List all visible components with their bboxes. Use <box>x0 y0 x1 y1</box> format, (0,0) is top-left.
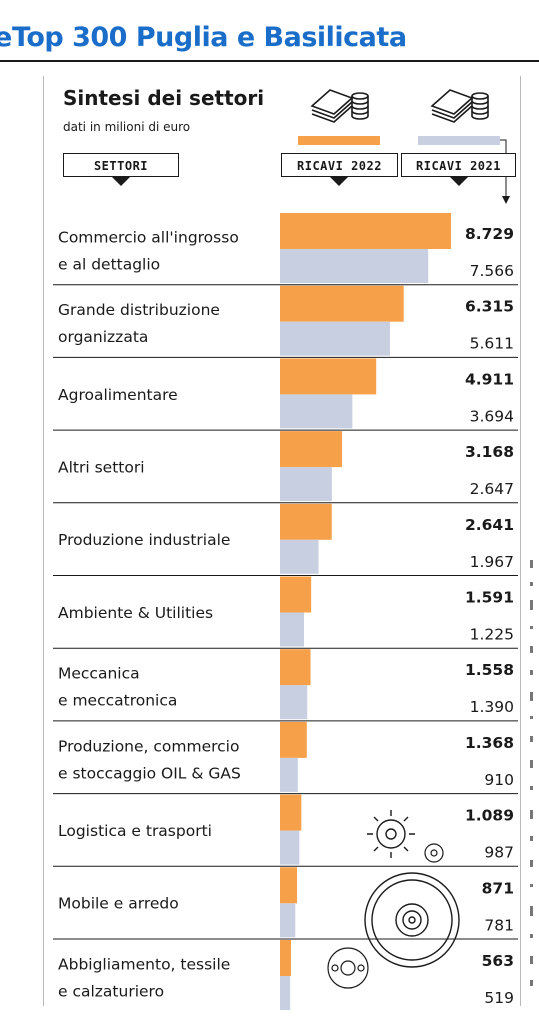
category-label: Abbigliamento, tessile <box>58 955 230 973</box>
gear-icon <box>327 947 369 989</box>
bar-2022 <box>280 940 292 976</box>
category-label: e calzaturiero <box>58 982 164 1000</box>
bar-2022 <box>280 649 311 686</box>
value-label-2021: 1.390 <box>470 698 514 716</box>
value-label-2022: 871 <box>482 879 514 897</box>
value-label-2021: 2.647 <box>470 480 514 498</box>
page-headline: e Top 300 Puglia e Basilicata <box>0 12 539 58</box>
bar-2022 <box>280 721 307 758</box>
bar-2021 <box>280 467 332 502</box>
value-label-2021: 910 <box>484 771 514 789</box>
category-label: e meccatronica <box>58 692 177 710</box>
bar-2022 <box>280 576 312 613</box>
bar-2022 <box>280 213 451 249</box>
category-label: Grande distribuzione <box>58 301 220 319</box>
gear-icon <box>367 810 415 858</box>
money-stack-icon <box>430 89 489 123</box>
legend-pointer <box>500 139 510 204</box>
legend-swatch-2022 <box>298 136 380 145</box>
bar-2021 <box>280 685 308 720</box>
value-label-2022: 8.729 <box>465 225 514 243</box>
value-label-2021: 1.225 <box>470 626 514 644</box>
value-label-2022: 2.641 <box>465 516 514 534</box>
bar-2021 <box>280 612 304 647</box>
chart-title: Sintesi dei settori <box>63 86 265 110</box>
value-label-2021: 7.566 <box>470 262 514 280</box>
category-label: Ambiente & Utilities <box>58 604 213 622</box>
value-label-2021: 5.611 <box>470 335 514 353</box>
bar-2021 <box>280 757 298 792</box>
headline-glyph: e <box>0 22 12 53</box>
gear-wheel-icon <box>364 872 460 968</box>
category-label: e stoccaggio OIL & GAS <box>58 764 241 782</box>
legend-2021: RICAVI 2021 <box>401 153 516 177</box>
bar-2022 <box>280 358 377 395</box>
gear-icon <box>424 843 444 863</box>
headline-title: Top 300 Puglia e Basilicata <box>12 22 407 53</box>
category-label: organizzata <box>58 328 148 346</box>
value-label-2022: 4.911 <box>465 370 514 388</box>
bar-2022 <box>280 285 404 322</box>
legend-2022: RICAVI 2022 <box>281 153 398 177</box>
category-label: e al dettaglio <box>58 255 160 273</box>
bar-2022 <box>280 431 343 468</box>
category-label: Meccanica <box>58 665 140 683</box>
value-label-2021: 3.694 <box>470 407 514 425</box>
bar-2021 <box>280 903 296 938</box>
value-label-2021: 781 <box>484 916 514 934</box>
value-label-2022: 1.368 <box>465 734 514 752</box>
bar-2021 <box>280 321 390 356</box>
legend-2021-arrow <box>450 177 468 186</box>
category-header: SETTORI <box>63 153 179 177</box>
category-header-arrow <box>112 177 130 186</box>
value-label-2021: 519 <box>484 989 514 1007</box>
value-label-2022: 1.558 <box>465 661 514 679</box>
panel-border-right <box>520 76 521 1006</box>
headline-rule <box>0 60 539 62</box>
value-label-2022: 1.591 <box>465 589 514 607</box>
bar-2021 <box>280 830 300 865</box>
bar-2022 <box>280 867 298 904</box>
money-stack-icon <box>310 89 369 123</box>
category-label: Altri settori <box>58 458 145 476</box>
bar-2021 <box>280 976 291 1010</box>
value-label-2022: 1.089 <box>465 807 514 825</box>
category-label: Logistica e trasporti <box>58 822 212 840</box>
category-label: Commercio all'ingrosso <box>58 228 239 246</box>
bar-2021 <box>280 539 319 574</box>
bar-2022 <box>280 503 332 540</box>
value-label-2022: 6.315 <box>465 298 514 316</box>
legend-2022-arrow <box>330 177 348 186</box>
category-label: Produzione, commercio <box>58 737 239 755</box>
legend-swatch-2021 <box>418 136 500 145</box>
bar-2022 <box>280 794 302 831</box>
chart-subtitle: dati in milioni di euro <box>63 120 191 134</box>
panel-border-left <box>43 76 44 1006</box>
category-label: Mobile e arredo <box>58 895 179 913</box>
category-label: Agroalimentare <box>58 386 178 404</box>
vertical-credit-marks <box>530 560 533 986</box>
value-label-2022: 563 <box>482 952 514 970</box>
value-label-2021: 987 <box>484 844 514 862</box>
value-label-2022: 3.168 <box>465 443 514 461</box>
bar-2021 <box>280 249 429 283</box>
bar-2021 <box>280 394 353 429</box>
value-label-2021: 1.967 <box>470 553 514 571</box>
category-label: Produzione industriale <box>58 531 230 549</box>
